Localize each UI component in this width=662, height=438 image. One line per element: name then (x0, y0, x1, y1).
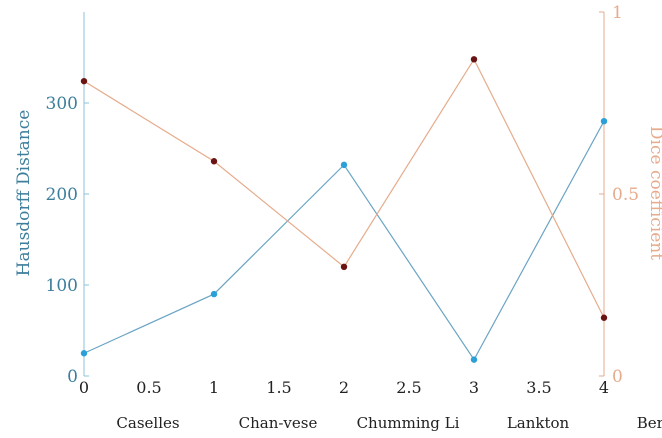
data-point-right (340, 263, 348, 270)
data-point-left (80, 350, 88, 357)
series-line-left (83, 120, 605, 361)
axes: 0 100 200 300 0 0.5 1 0 0.5 1 1.5 2 2.5 3 3.5 4 Caselles… (46, 3, 662, 432)
y-tick-label-left: 200 (46, 185, 78, 205)
data-point-right (600, 314, 608, 321)
y-axis-label-right: Dice coefficient (646, 126, 662, 260)
data-point-left (340, 161, 348, 169)
category-label: Lankton (507, 414, 570, 432)
x-tick-label: 3.5 (526, 378, 551, 397)
category-label: Chan-vese (239, 414, 318, 432)
y-tick-label-left: 300 (46, 94, 78, 114)
data-point-left (600, 118, 608, 125)
category-label: Chumming Li (357, 414, 460, 432)
x-tick-label: 2.5 (396, 378, 421, 397)
x-tick-label: 0 (79, 378, 89, 397)
y-tick-label-left: 100 (46, 276, 78, 296)
y-tick-label-right: 0.5 (612, 185, 639, 205)
category-label: Caselles (116, 414, 179, 432)
series-line-right (83, 58, 605, 319)
y-tick-label-right: 1 (612, 3, 623, 23)
x-tick-label: 1 (209, 378, 219, 397)
x-tick-label: 3 (469, 378, 479, 397)
x-tick-label: 2 (339, 378, 349, 397)
data-point-right (470, 56, 478, 63)
x-tick-label: 4 (599, 378, 609, 397)
data-point-right (210, 158, 218, 165)
y-tick-label-right: 0 (612, 367, 623, 387)
data-point-left (210, 290, 218, 298)
y-axis-label-left: Hausdorff Distance (14, 110, 34, 277)
x-tick-label: 1.5 (266, 378, 291, 397)
y-tick-label-left: 0 (67, 367, 78, 387)
data-point-right (80, 77, 88, 85)
series-layer (80, 56, 608, 363)
category-label: Bernard (637, 414, 662, 432)
data-point-left (470, 356, 478, 363)
x-tick-label: 0.5 (136, 378, 161, 397)
